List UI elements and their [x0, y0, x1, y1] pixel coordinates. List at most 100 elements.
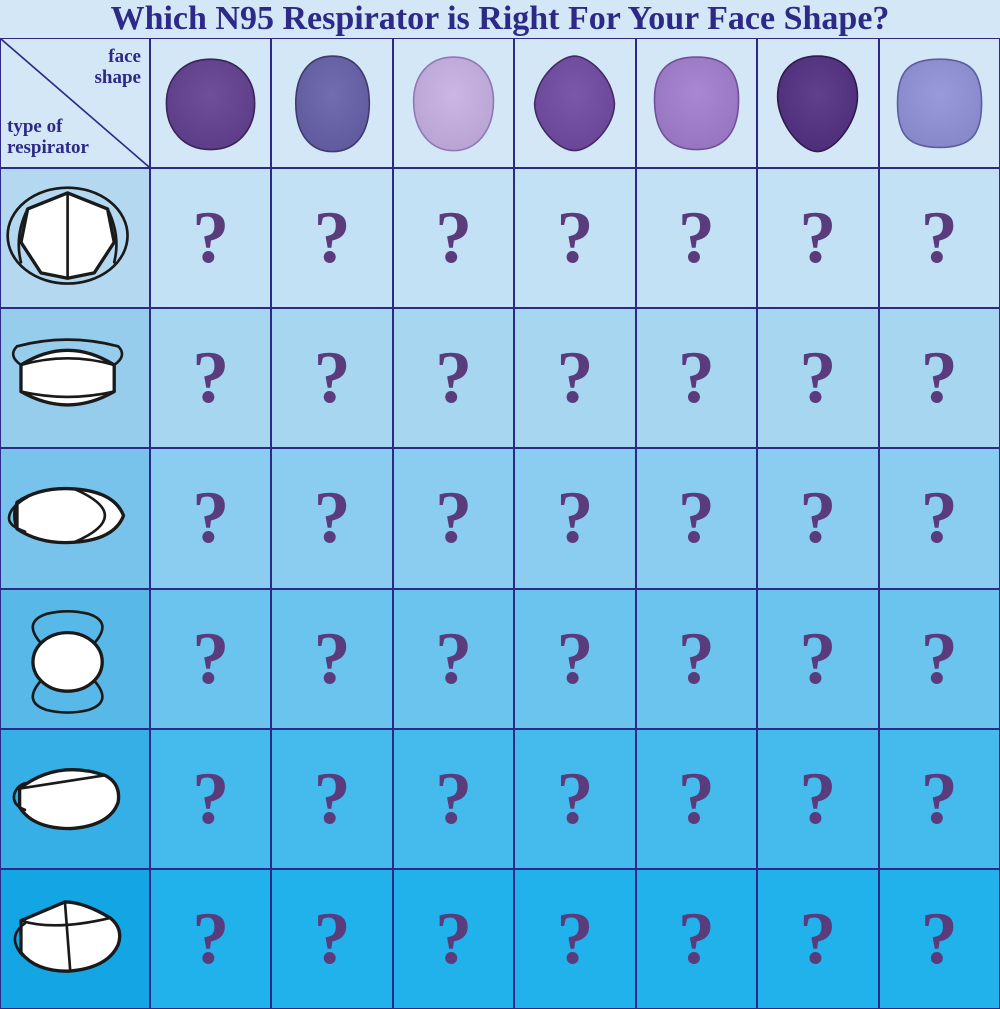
respirator-header-flat-fold-panel	[0, 168, 150, 308]
grid-cell: ?	[150, 308, 271, 448]
question-mark-icon: ?	[921, 481, 958, 555]
question-mark-icon: ?	[192, 762, 229, 836]
question-mark-icon: ?	[314, 341, 351, 415]
grid-cell: ?	[636, 168, 757, 308]
grid-cell: ?	[757, 168, 878, 308]
grid-cell: ?	[393, 448, 514, 588]
question-mark-icon: ?	[799, 622, 836, 696]
question-mark-icon: ?	[314, 902, 351, 976]
question-mark-icon: ?	[435, 902, 472, 976]
question-mark-icon: ?	[799, 762, 836, 836]
grid-cell: ?	[514, 308, 635, 448]
grid-cell: ?	[636, 589, 757, 729]
grid-cell: ?	[271, 308, 392, 448]
title-text: Which N95 Respirator is Right For Your F…	[111, 0, 890, 38]
question-mark-icon: ?	[921, 902, 958, 976]
mask-icon-trifold	[1, 309, 149, 447]
grid-cell: ?	[757, 589, 878, 729]
grid-cell: ?	[150, 589, 271, 729]
page-title: Which N95 Respirator is Right For Your F…	[0, 0, 1000, 38]
question-mark-icon: ?	[435, 341, 472, 415]
grid-cell: ?	[514, 448, 635, 588]
grid-cell: ?	[514, 168, 635, 308]
question-mark-icon: ?	[435, 622, 472, 696]
question-mark-icon: ?	[435, 481, 472, 555]
grid-cell: ?	[636, 869, 757, 1009]
question-mark-icon: ?	[799, 341, 836, 415]
grid-cell: ?	[636, 308, 757, 448]
face-shape-header-4	[636, 38, 757, 168]
grid-cell: ?	[879, 168, 1000, 308]
question-mark-icon: ?	[556, 201, 593, 275]
question-mark-icon: ?	[192, 622, 229, 696]
grid-cell: ?	[879, 729, 1000, 869]
mask-icon-cup	[1, 590, 149, 728]
question-mark-icon: ?	[314, 481, 351, 555]
grid-cell: ?	[879, 589, 1000, 729]
grid-cell: ?	[393, 168, 514, 308]
grid-cell: ?	[271, 168, 392, 308]
grid-cell: ?	[757, 729, 878, 869]
grid-cell: ?	[514, 729, 635, 869]
question-mark-icon: ?	[921, 341, 958, 415]
grid-cell: ?	[150, 869, 271, 1009]
grid-cell: ?	[271, 448, 392, 588]
respirator-header-boat	[0, 729, 150, 869]
grid-cell: ?	[393, 308, 514, 448]
question-mark-icon: ?	[678, 201, 715, 275]
face-shape-header-2	[393, 38, 514, 168]
question-mark-icon: ?	[192, 201, 229, 275]
question-mark-icon: ?	[678, 762, 715, 836]
mask-icon-flat-fold-panel	[1, 169, 149, 307]
face-shape-header-0	[150, 38, 271, 168]
question-mark-icon: ?	[678, 622, 715, 696]
grid-cell: ?	[150, 729, 271, 869]
grid-cell: ?	[271, 589, 392, 729]
grid-cell: ?	[879, 308, 1000, 448]
grid-cell: ?	[150, 448, 271, 588]
mask-icon-kn95	[1, 870, 149, 1008]
question-mark-icon: ?	[921, 762, 958, 836]
grid-cell: ?	[636, 729, 757, 869]
question-mark-icon: ?	[556, 481, 593, 555]
question-mark-icon: ?	[314, 622, 351, 696]
mask-icon-duckbill	[1, 449, 149, 587]
grid-cell: ?	[879, 448, 1000, 588]
respirator-header-duckbill	[0, 448, 150, 588]
question-mark-icon: ?	[192, 481, 229, 555]
question-mark-icon: ?	[556, 622, 593, 696]
face-shape-header-5	[757, 38, 878, 168]
corner-cell: faceshape type ofrespirator	[0, 38, 150, 168]
face-shape-header-3	[514, 38, 635, 168]
respirator-header-trifold	[0, 308, 150, 448]
question-mark-icon: ?	[556, 341, 593, 415]
grid-cell: ?	[757, 448, 878, 588]
question-mark-icon: ?	[678, 902, 715, 976]
question-mark-icon: ?	[678, 341, 715, 415]
corner-top-label: faceshape	[95, 46, 141, 88]
face-shape-header-6	[879, 38, 1000, 168]
grid-cell: ?	[271, 869, 392, 1009]
question-mark-icon: ?	[556, 762, 593, 836]
face-shape-header-1	[271, 38, 392, 168]
respirator-header-cup	[0, 589, 150, 729]
question-mark-icon: ?	[556, 902, 593, 976]
question-mark-icon: ?	[192, 902, 229, 976]
question-mark-icon: ?	[799, 201, 836, 275]
question-mark-icon: ?	[921, 622, 958, 696]
respirator-header-kn95	[0, 869, 150, 1009]
grid-cell: ?	[879, 869, 1000, 1009]
comparison-grid: faceshape type ofrespirator	[0, 38, 1000, 1009]
question-mark-icon: ?	[314, 762, 351, 836]
corner-bottom-label: type ofrespirator	[7, 116, 89, 158]
question-mark-icon: ?	[435, 201, 472, 275]
mask-icon-boat	[1, 730, 149, 868]
question-mark-icon: ?	[799, 902, 836, 976]
grid-cell: ?	[636, 448, 757, 588]
grid-cell: ?	[393, 869, 514, 1009]
question-mark-icon: ?	[678, 481, 715, 555]
grid-cell: ?	[514, 869, 635, 1009]
grid-cell: ?	[150, 168, 271, 308]
grid-cell: ?	[393, 729, 514, 869]
grid-cell: ?	[514, 589, 635, 729]
